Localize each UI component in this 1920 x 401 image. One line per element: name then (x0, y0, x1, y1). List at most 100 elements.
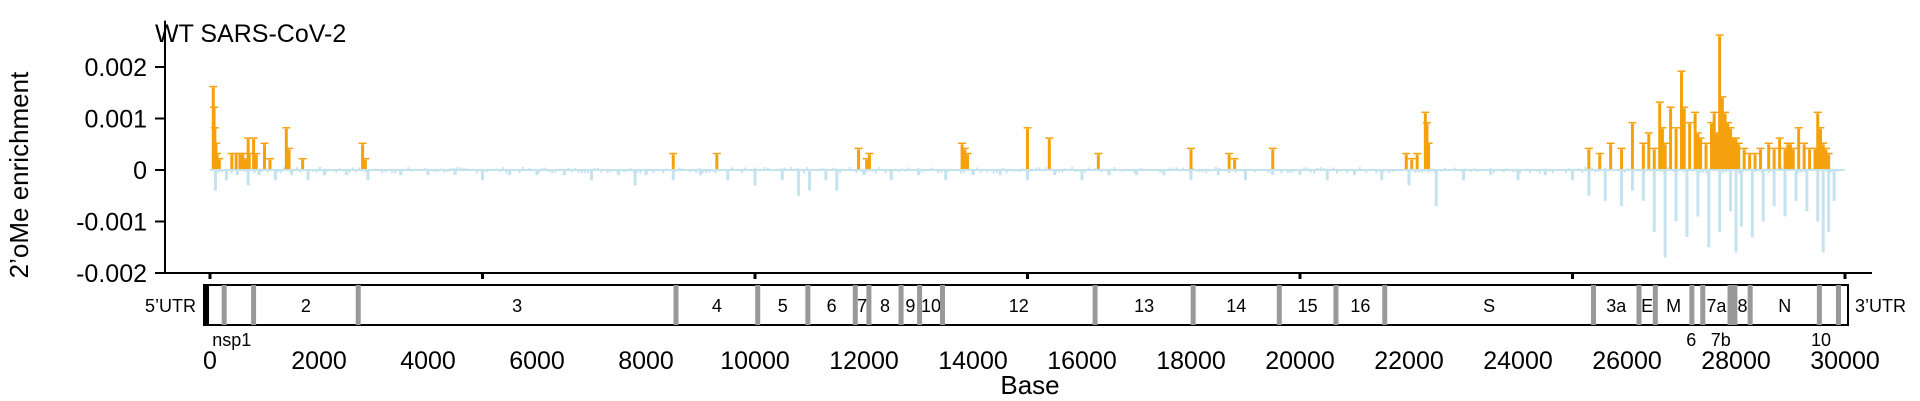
gene-divider (1276, 285, 1282, 325)
enrichment-bar-positive (1699, 139, 1703, 170)
enrichment-bar-negative (1603, 170, 1607, 201)
enrichment-bar-positive (1731, 139, 1735, 170)
background-bar (551, 170, 554, 174)
gene-label: 10 (921, 296, 941, 316)
background-bar (1028, 170, 1031, 173)
enrichment-bar-positive (1630, 123, 1634, 170)
positive-enrichment-bars (209, 34, 1833, 170)
background-bar (1228, 170, 1231, 174)
background-bar (1365, 170, 1368, 173)
enrichment-bar-negative (824, 170, 828, 181)
x-tick-label: 0 (203, 347, 217, 375)
background-bar (1113, 167, 1116, 171)
x-tick-label: 6000 (509, 347, 565, 375)
background-bar (384, 170, 387, 173)
enrichment-bar-positive (1759, 149, 1763, 170)
background-bar (436, 170, 439, 173)
background-bar (279, 170, 282, 174)
background-bar (1391, 170, 1394, 173)
gene-label: 7a (1706, 296, 1727, 316)
enrichment-bar-positive (1818, 128, 1822, 170)
gene-divider (221, 285, 227, 325)
enrichment-bar-negative (322, 170, 326, 176)
enrichment-bar-negative (726, 170, 730, 181)
background-bar (1044, 167, 1047, 171)
background-bar (1084, 170, 1087, 173)
enrichment-bar-positive (268, 159, 272, 170)
x-tick-label: 12000 (829, 347, 899, 375)
enrichment-bar-positive (215, 154, 219, 170)
enrichment-bar-positive (1688, 123, 1692, 170)
background-bar (878, 167, 881, 171)
x-tick-label: 4000 (400, 347, 456, 375)
background-bar (1538, 170, 1541, 174)
background-bar (1175, 167, 1178, 171)
enrichment-bar-negative (535, 170, 539, 176)
enrichment-bar-negative (1734, 170, 1738, 253)
enrichment-bar-negative (1630, 170, 1634, 191)
background-bar (1303, 167, 1306, 171)
background-bar (874, 170, 877, 174)
background-bar (1375, 170, 1378, 174)
enrichment-bar-positive (1587, 149, 1591, 170)
background-bar (1058, 170, 1061, 173)
enrichment-bar-negative (1462, 170, 1465, 181)
enrichment-bar-positive (1404, 154, 1408, 170)
enrichment-bar-negative (257, 170, 261, 176)
enrichment-bar-positive (1026, 128, 1029, 170)
enrichment-bar-positive (234, 154, 238, 170)
background-bar (1018, 170, 1021, 173)
enrichment-bar-positive (1647, 133, 1651, 170)
enrichment-bar-positive (865, 159, 869, 170)
enrichment-bar-negative (1543, 170, 1547, 176)
gene-label: 7 (857, 296, 867, 316)
background-bar (704, 170, 707, 174)
background-bar (662, 170, 665, 174)
background-bar (848, 166, 851, 171)
enrichment-bar-positive (1427, 144, 1431, 170)
enrichment-bar-positive (1742, 149, 1746, 170)
background-bar (1332, 167, 1335, 171)
x-tick-label: 30000 (1810, 347, 1880, 375)
background-bar (1581, 170, 1584, 174)
gene-label: 14 (1226, 296, 1246, 316)
enrichment-bar-negative (917, 170, 920, 176)
y-tick-label: -0.001 (76, 209, 147, 237)
background-bar (789, 166, 792, 171)
enrichment-bar-positive (1791, 149, 1795, 170)
background-bar (217, 170, 220, 173)
background-bar (299, 170, 302, 173)
gene-divider (673, 285, 679, 325)
enrichment-bar-positive (363, 159, 367, 170)
enrichment-bar-negative (699, 170, 702, 176)
enrichment-bar-negative (290, 170, 294, 176)
enrichment-bar-negative (671, 170, 675, 181)
gene-divider (1747, 285, 1753, 325)
genome-map: 2 3 4 5 6 7 8 9 10 12 13 14 15 16 S 3a E M 7a 8 N5’UTR 3’UTR (145, 284, 1906, 326)
background-bar (1754, 170, 1757, 173)
background-bar (600, 170, 603, 173)
enrichment-bar-negative (1271, 170, 1275, 176)
enrichment-bar-negative (617, 170, 621, 176)
background-bar (1133, 170, 1136, 173)
background-bar (1780, 167, 1783, 171)
y-tick-label: -0.002 (76, 260, 147, 288)
gene-divider (251, 285, 257, 325)
x-tick-label: 24000 (1483, 347, 1553, 375)
background-bar (390, 170, 393, 174)
enrichment-bar-negative (1244, 170, 1247, 181)
background-bar (1286, 170, 1289, 173)
enrichment-bar-negative (1832, 170, 1836, 201)
enrichment-bar-negative (1026, 170, 1029, 181)
gene-label: 3 (512, 296, 522, 316)
enrichment-bar-negative (1571, 170, 1574, 181)
enrichment-bar-negative (562, 170, 566, 176)
y-tick-label: 0 (133, 157, 147, 185)
background-bar (459, 167, 462, 171)
gene-divider (852, 285, 858, 325)
background-bar (1659, 170, 1662, 173)
enrichment-bar-positive (1715, 133, 1719, 170)
enrichment-bar-positive (1797, 128, 1801, 170)
background-bar (1345, 170, 1348, 174)
background-bar (1725, 170, 1728, 173)
